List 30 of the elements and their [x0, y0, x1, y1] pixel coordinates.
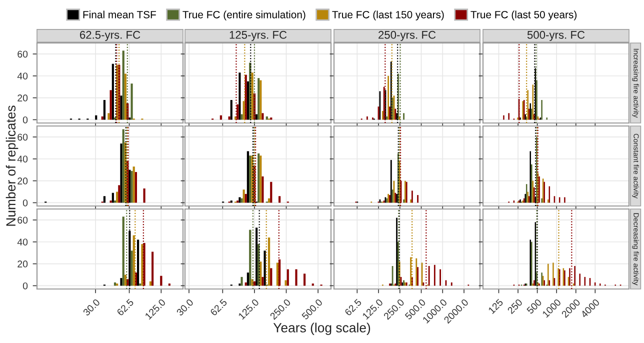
- y-axis-title: Number of replicates: [6, 106, 18, 226]
- y-tick-label: 40: [17, 238, 28, 246]
- x-tick-label: 30.0: [82, 298, 100, 316]
- y-tick-label: 40: [17, 156, 28, 162]
- x-tick-label: 250: [507, 298, 523, 314]
- y-tick-label: 20: [18, 178, 28, 184]
- y-tick-label: 0: [22, 199, 28, 206]
- x-tick-label: 62.5: [116, 298, 134, 316]
- legend-label: Final mean TSF: [83, 10, 156, 18]
- x-tick-label: 30.0: [176, 298, 194, 316]
- x-tick-label: 125: [488, 298, 504, 314]
- y-tick-label: 60: [18, 216, 28, 224]
- chart-title: 62.5-yrs. FC: [80, 30, 140, 41]
- y-tick-label: 60: [18, 50, 28, 58]
- x-axis-title: Years (log scale): [273, 322, 370, 335]
- chart-title: 125-yrs. FC: [230, 30, 287, 41]
- legend-label: True FC (last 50 years): [470, 10, 577, 20]
- y-tick-label: 20: [18, 94, 28, 102]
- x-tick-label: 500: [526, 298, 542, 314]
- x-tick-label: 62.5: [344, 298, 362, 316]
- chart-title: 500-yrs. FC: [527, 30, 585, 41]
- legend-label: True FC (entire simulation): [182, 10, 306, 20]
- legend-label: True FC (last 150 years): [332, 10, 444, 20]
- y-tick-label: 40: [17, 72, 28, 80]
- y-tick-label: 0: [22, 282, 28, 290]
- chart-title: 250-yrs. FC: [378, 30, 436, 41]
- y-tick-label: 20: [18, 260, 28, 268]
- y-tick-label: 0: [22, 116, 28, 124]
- y-tick-label: 60: [18, 134, 28, 141]
- x-tick-label: 62.5: [210, 298, 228, 316]
